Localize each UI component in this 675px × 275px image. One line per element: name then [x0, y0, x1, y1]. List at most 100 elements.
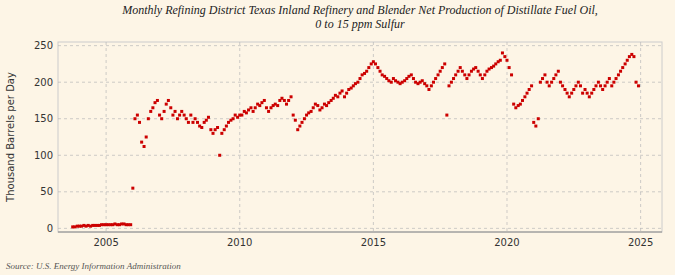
point — [477, 70, 480, 73]
grid-line — [58, 82, 662, 83]
point — [140, 141, 143, 144]
grid-line — [506, 42, 507, 232]
point — [252, 110, 255, 113]
point — [390, 81, 393, 84]
chart: Monthly Refining District Texas Inland R… — [0, 0, 675, 275]
point — [592, 88, 595, 91]
point — [557, 70, 560, 73]
title-line: Monthly Refining District Texas Inland R… — [121, 3, 598, 17]
point — [554, 73, 557, 76]
point — [240, 114, 243, 117]
point — [454, 73, 457, 76]
point — [196, 121, 199, 124]
point — [505, 59, 508, 62]
point — [285, 103, 288, 106]
point — [481, 77, 484, 80]
point — [510, 73, 513, 76]
point — [483, 73, 486, 76]
point — [200, 126, 203, 129]
point — [143, 145, 146, 148]
point — [588, 95, 591, 98]
point — [432, 81, 435, 84]
point — [283, 99, 286, 102]
x-axis-line — [58, 232, 662, 233]
title-line: 0 to 15 ppm Sulfur — [315, 17, 405, 31]
annotation: Source: U.S. Energy Information Administ… — [6, 261, 181, 271]
point — [568, 95, 571, 98]
point — [367, 66, 370, 69]
point — [263, 99, 266, 102]
point — [180, 110, 183, 113]
point — [550, 81, 553, 84]
point — [612, 81, 615, 84]
point — [205, 119, 208, 122]
point — [541, 77, 544, 80]
point — [249, 106, 252, 109]
point — [218, 154, 221, 157]
point — [296, 128, 299, 131]
y-tick-label: 150 — [34, 113, 53, 124]
point — [176, 117, 179, 120]
point — [341, 89, 344, 92]
grid — [58, 42, 662, 232]
point — [539, 81, 542, 84]
x-tick-label: 2025 — [628, 237, 653, 248]
point — [343, 95, 346, 98]
point — [156, 99, 159, 102]
x-tick-label: 2015 — [361, 237, 386, 248]
point — [459, 66, 462, 69]
point — [185, 117, 188, 120]
point — [287, 99, 290, 102]
point — [171, 114, 174, 117]
point — [447, 84, 450, 87]
point — [298, 125, 301, 128]
point — [212, 132, 215, 135]
point — [528, 88, 531, 91]
point — [635, 81, 638, 84]
point — [599, 84, 602, 87]
grid-line — [239, 42, 240, 232]
point — [187, 121, 190, 124]
point — [131, 187, 134, 190]
point — [561, 84, 564, 87]
point — [534, 125, 537, 128]
point — [294, 119, 297, 122]
point — [584, 88, 587, 91]
point — [608, 77, 611, 80]
grid-line — [640, 42, 641, 232]
point — [606, 81, 609, 84]
point — [133, 117, 136, 120]
point — [410, 73, 413, 76]
point — [574, 84, 577, 87]
point — [526, 92, 529, 95]
point — [336, 95, 339, 98]
point — [437, 73, 440, 76]
point — [581, 92, 584, 95]
point — [597, 81, 600, 84]
point — [523, 95, 526, 98]
point — [194, 117, 197, 120]
point — [503, 55, 506, 58]
point — [191, 121, 194, 124]
point — [138, 121, 141, 124]
point — [165, 103, 168, 106]
title: Monthly Refining District Texas Inland R… — [121, 3, 598, 31]
point — [566, 92, 569, 95]
point — [189, 114, 192, 117]
x-tick-label: 2010 — [227, 237, 252, 248]
point — [412, 77, 415, 80]
point — [145, 136, 148, 139]
point — [312, 106, 315, 109]
point — [178, 114, 181, 117]
point — [169, 106, 172, 109]
point — [232, 117, 235, 120]
point — [427, 88, 430, 91]
point — [457, 70, 460, 73]
point — [267, 110, 270, 113]
axes: 05010015020025020052010201520202025 — [34, 40, 662, 248]
point — [537, 117, 540, 120]
y-tick-label: 50 — [40, 186, 53, 197]
point — [301, 121, 304, 124]
point — [376, 66, 379, 69]
point — [461, 70, 464, 73]
